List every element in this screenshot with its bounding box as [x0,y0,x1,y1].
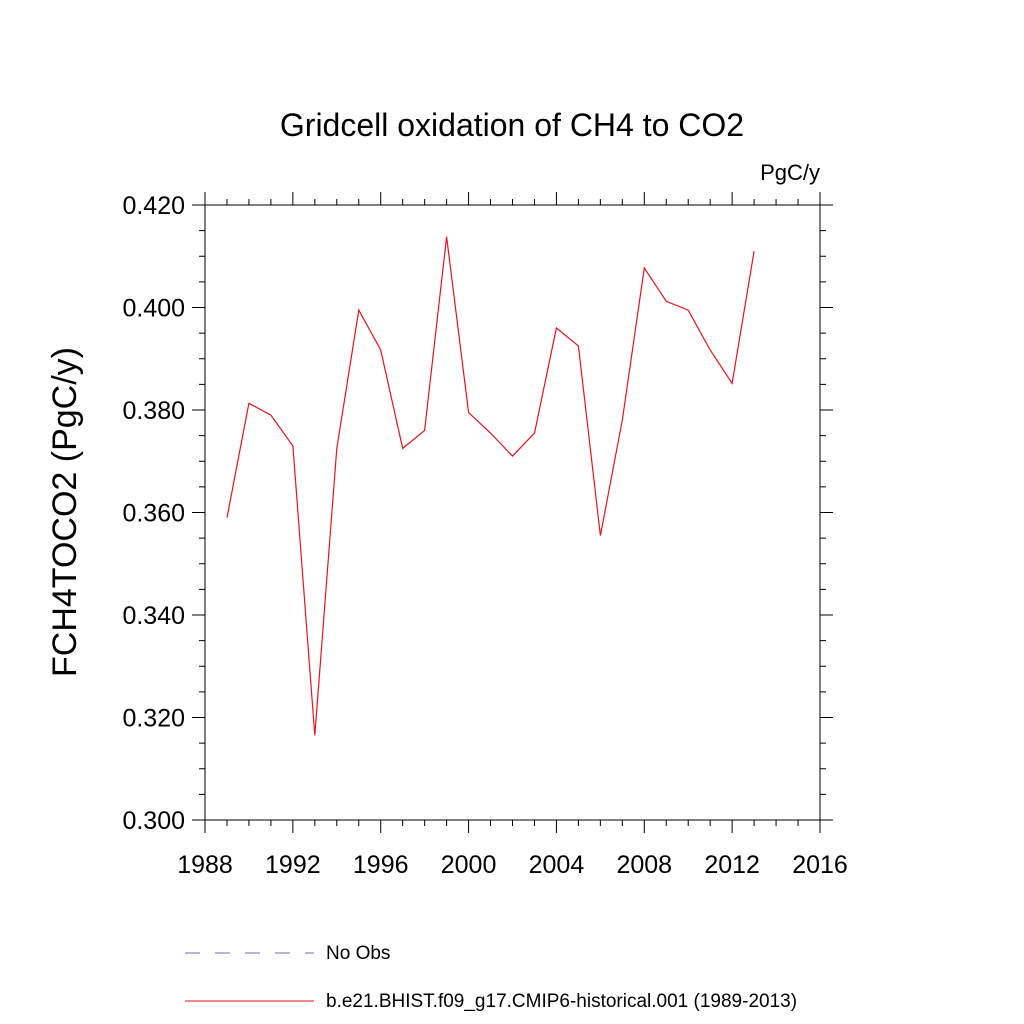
legend-label-historical: b.e21.BHIST.f09_g17.CMIP6-historical.001… [326,991,797,1012]
axis-ticks: 1988 1992 1996 2000 2004 2008 2012 2016 0.300 0.3… [122,192,848,879]
x-tick-label: 2016 [792,851,848,879]
chart-title: Gridcell oxidation of CH4 to CO2 [280,107,744,143]
y-tick-label: 0.320 [122,705,185,733]
y-tick-label: 0.380 [122,397,185,425]
x-tick-label: 1988 [177,851,233,879]
x-tick-label: 2012 [704,851,760,879]
plot-border [204,204,821,821]
legend-label-no-obs: No Obs [326,943,390,964]
y-tick-label: 0.420 [122,192,185,220]
plot-frame [204,204,821,821]
series-line-historical [226,236,755,736]
units-label: PgC/y [760,160,820,185]
y-tick-label: 0.340 [122,602,185,630]
series-layer [226,236,755,736]
y-tick-label: 0.300 [122,807,185,835]
y-tick-label: 0.400 [122,295,185,323]
x-tick-label: 1996 [353,851,409,879]
x-tick-label: 2000 [441,851,497,879]
x-tick-label: 2004 [529,851,585,879]
x-tick-label: 2008 [616,851,672,879]
y-axis-label: FCH4TOCO2 (PgC/y) [46,347,84,677]
x-tick-label: 1992 [265,851,321,879]
legend: No Obs b.e21.BHIST.f09_g17.CMIP6-histori… [185,943,797,1012]
y-tick-label: 0.360 [122,500,185,528]
